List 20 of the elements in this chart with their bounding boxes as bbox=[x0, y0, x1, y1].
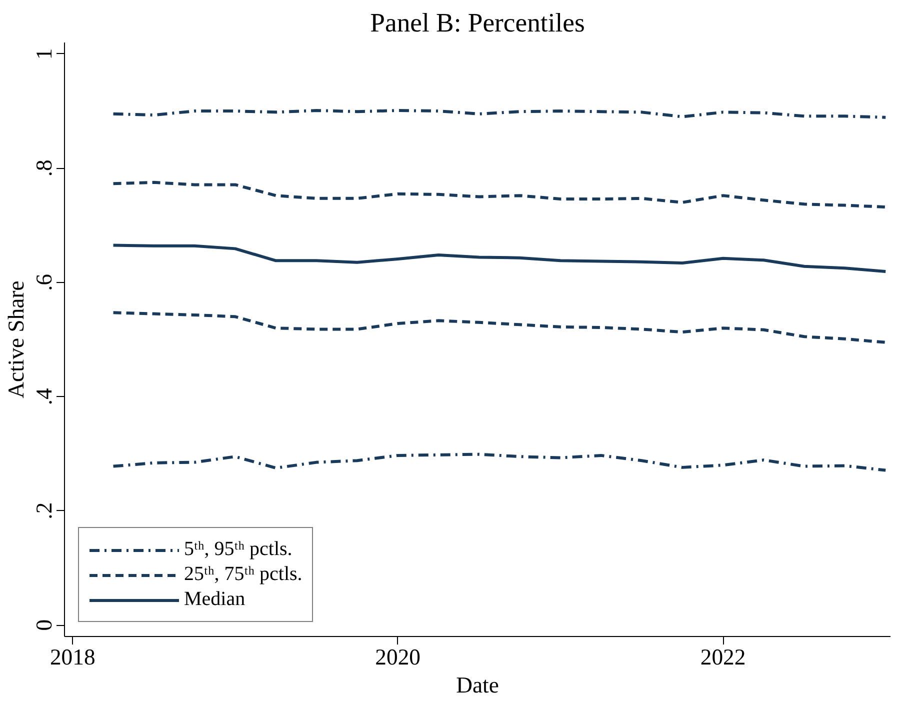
legend-label: 5ᵗʰ, 95ᵗʰ pctls. bbox=[184, 538, 292, 561]
line-series bbox=[112, 452, 888, 472]
line-series bbox=[112, 180, 888, 208]
x-tick-label: 2020 bbox=[375, 644, 420, 670]
x-tick-label: 2018 bbox=[50, 644, 96, 670]
line-series bbox=[112, 311, 888, 344]
y-tick-label: .8 bbox=[32, 160, 56, 177]
y-tick-label: .2 bbox=[32, 502, 56, 520]
y-tick-label: 1 bbox=[32, 48, 56, 60]
y-axis-title: Active Share bbox=[4, 280, 28, 398]
y-tick-label: 0 bbox=[32, 619, 56, 631]
y-tick-label: .4 bbox=[32, 388, 56, 406]
line-series bbox=[112, 244, 888, 274]
legend-label: 25ᵗʰ, 75ᵗʰ pctls. bbox=[184, 563, 302, 586]
chart-title: Panel B: Percentiles bbox=[370, 8, 585, 38]
x-axis-title: Date bbox=[456, 672, 499, 698]
y-tick-label: .6 bbox=[32, 274, 56, 291]
legend-label: Median bbox=[184, 588, 246, 611]
x-tick-label: 2022 bbox=[700, 644, 746, 670]
line-series bbox=[112, 108, 888, 119]
